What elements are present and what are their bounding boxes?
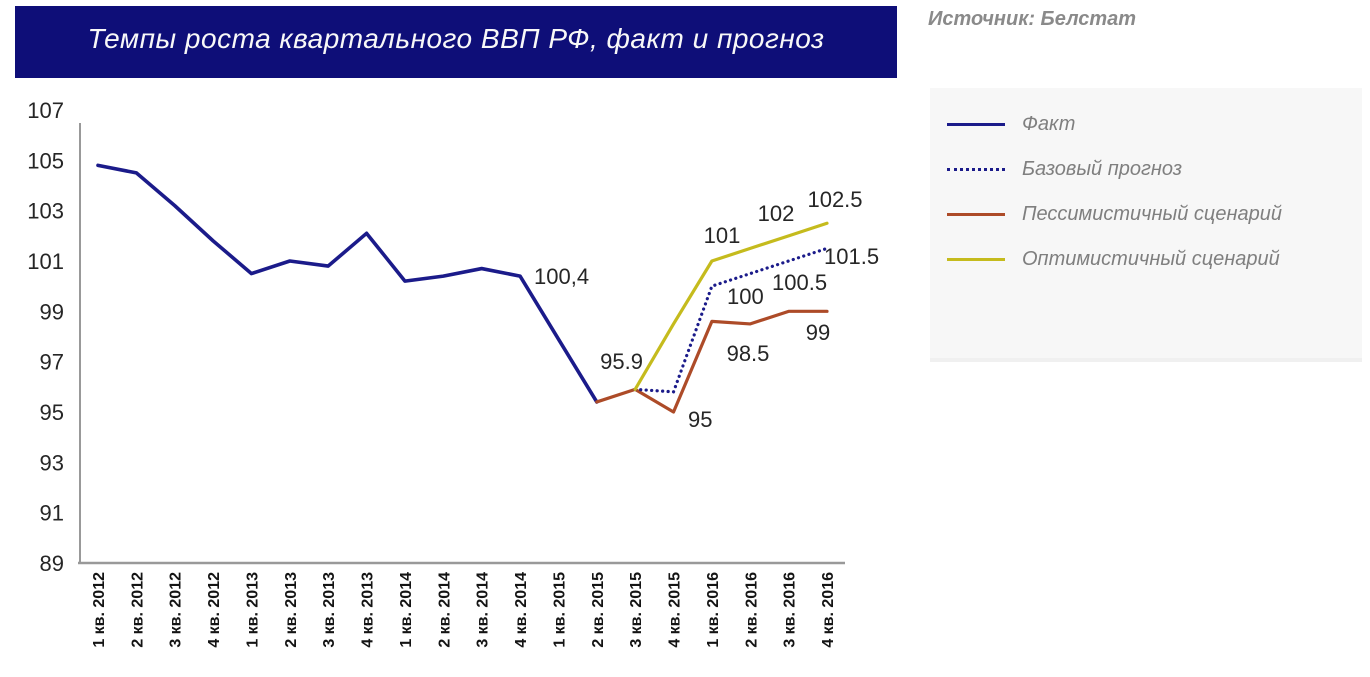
optimistic-line-swatch-icon [947, 257, 1005, 261]
data-label: 102 [758, 201, 795, 226]
x-tick-label: 1 кв. 2012 [91, 572, 108, 648]
legend-label-fact: Факт [1022, 112, 1076, 135]
data-label: 100 [727, 284, 764, 309]
x-tick-label: 2 кв. 2016 [743, 572, 760, 648]
data-label: 101 [704, 223, 741, 248]
x-tick-label: 4 кв. 2014 [513, 572, 530, 648]
x-tick-label: 4 кв. 2012 [206, 572, 223, 648]
x-tick-label: 3 кв. 2012 [168, 572, 185, 648]
x-tick-label: 1 кв. 2016 [705, 572, 722, 648]
x-tick-label: 1 кв. 2013 [244, 572, 261, 648]
series-line-3 [633, 221, 829, 391]
y-tick-label: 93 [40, 450, 64, 475]
y-tick-label: 91 [40, 501, 64, 526]
source-label: Источник: Белстат [928, 8, 1137, 30]
base-forecast-dotted-swatch-icon [947, 167, 1005, 171]
x-tick-label: 3 кв. 2015 [628, 572, 645, 648]
x-tick-label: 3 кв. 2016 [782, 572, 799, 648]
data-label: 101.5 [824, 244, 879, 269]
x-tick-label: 4 кв. 2013 [360, 572, 377, 648]
y-tick-label: 107 [27, 98, 64, 123]
y-tick-label: 89 [40, 551, 64, 576]
x-tick-label: 2 кв. 2012 [129, 572, 146, 648]
data-label: 95 [688, 407, 712, 432]
fact-line-swatch-icon [947, 122, 1005, 126]
gdp-line-chart: 89 91 93 95 97 99 101 103 105 107 1 кв. 2012 2 кв. … [27, 98, 879, 648]
x-tick-label: 3 кв. 2014 [475, 572, 492, 648]
pessimistic-line-swatch-icon [947, 212, 1005, 216]
series-line-0 [96, 163, 599, 404]
page-title: Темпы роста квартального ВВП РФ, факт и … [87, 23, 825, 54]
data-label: 102.5 [807, 187, 862, 212]
legend-item-fact: Факт [947, 112, 1362, 136]
x-tick-label: 4 кв. 2016 [820, 572, 837, 648]
x-tick-label: 3 кв. 2013 [321, 572, 338, 648]
y-tick-label: 101 [27, 249, 64, 274]
legend-label-pessimistic: Пессимистичный сценарий [1022, 202, 1282, 225]
x-tick-label: 1 кв. 2015 [551, 572, 568, 648]
data-label: 95.9 [600, 349, 643, 374]
x-tick-label: 2 кв. 2015 [590, 572, 607, 648]
y-tick-label: 95 [40, 400, 64, 425]
legend-item-pessimistic: Пессимистичный сценарий [947, 202, 1362, 226]
legend-label-optimistic: Оптимистичный сценарий [1022, 247, 1280, 270]
x-tick-label: 4 кв. 2015 [667, 572, 684, 648]
chart-title-banner: Темпы роста квартального ВВП РФ, факт и … [15, 6, 897, 78]
legend-label-base-forecast: Базовый прогноз [1022, 157, 1183, 180]
data-label: 99 [806, 320, 830, 345]
y-tick-label: 97 [40, 350, 64, 375]
y-tick-label: 103 [27, 199, 64, 224]
y-tick-label: 99 [40, 299, 64, 324]
data-label: 100,4 [534, 264, 589, 289]
data-label: 98.5 [727, 341, 770, 366]
legend-item-optimistic: Оптимистичный сценарий [947, 247, 1362, 271]
x-tick-label: 2 кв. 2013 [283, 572, 300, 648]
legend-panel: Факт Базовый прогноз Пессимистичный сцен… [930, 88, 1362, 362]
legend-item-base-forecast: Базовый прогноз [947, 157, 1362, 181]
x-tick-label: 1 кв. 2014 [398, 572, 415, 648]
x-tick-label: 2 кв. 2014 [436, 572, 453, 648]
y-tick-label: 105 [27, 148, 64, 173]
series-line-2 [633, 246, 829, 394]
data-label: 100.5 [772, 270, 827, 295]
